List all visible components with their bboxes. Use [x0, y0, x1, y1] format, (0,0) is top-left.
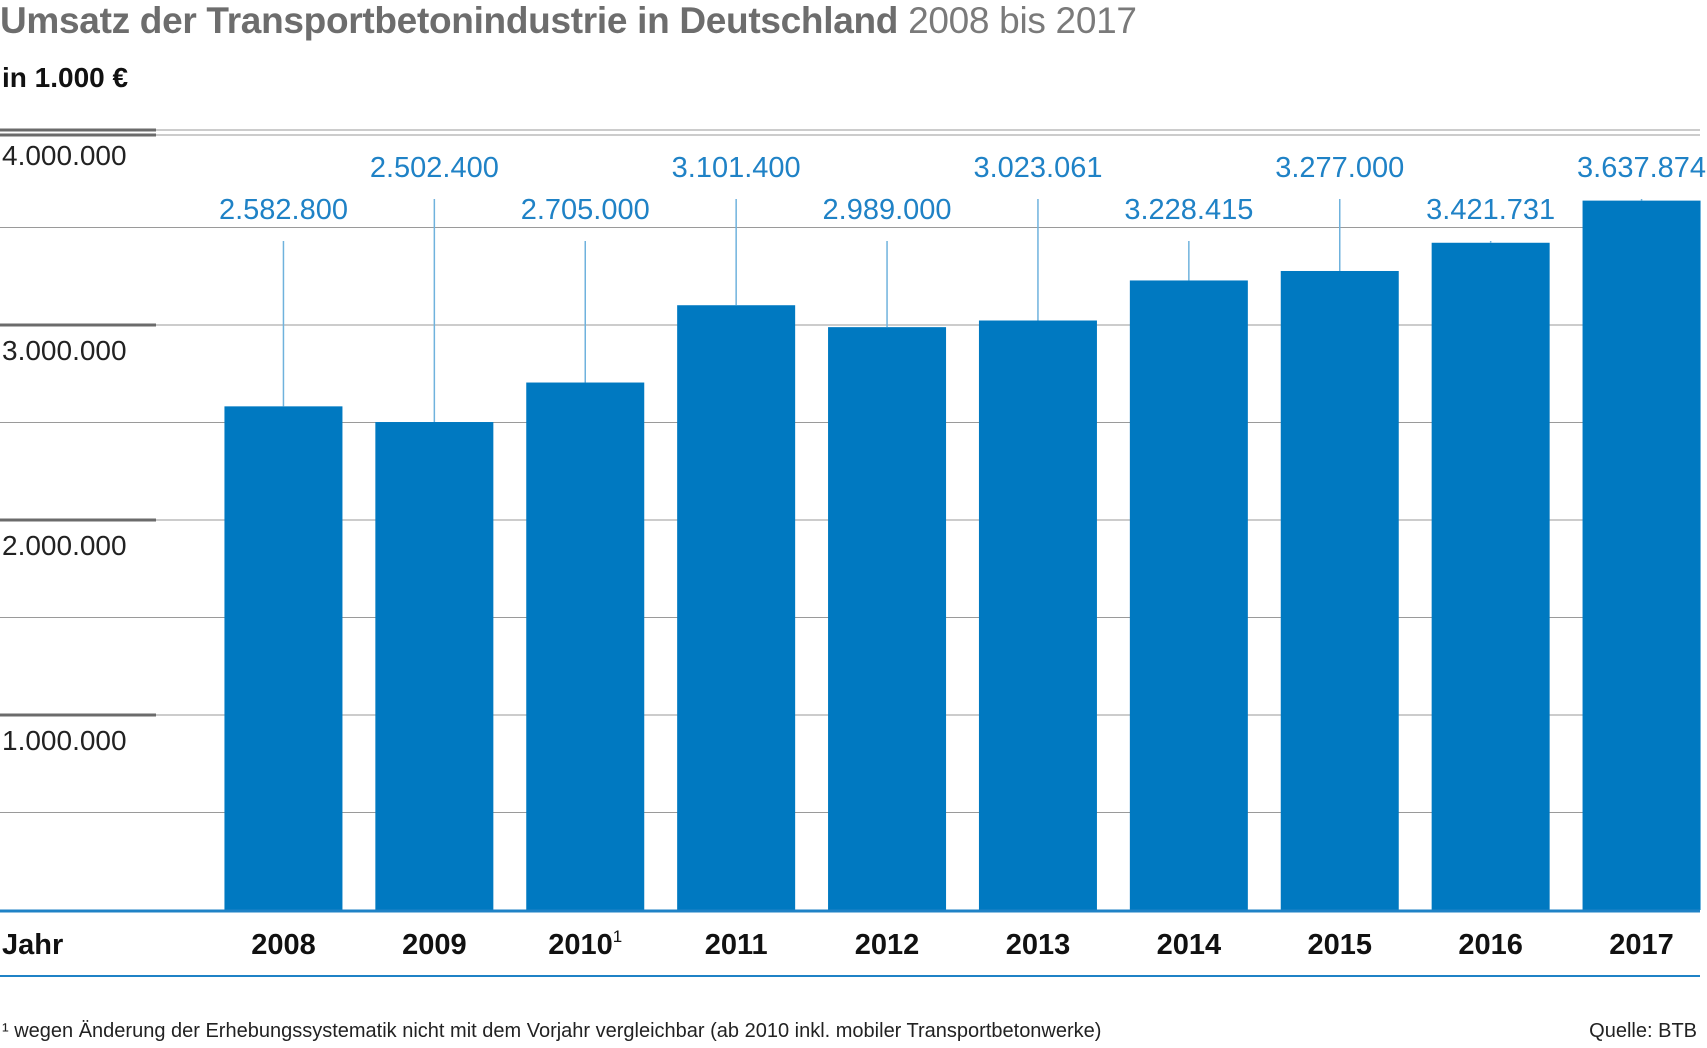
x-tick-label-2012: 2012	[855, 929, 920, 961]
bar-2014	[1129, 280, 1248, 910]
source-note: Quelle: BTB	[1589, 1020, 1697, 1042]
x-tick-label-2015: 2015	[1307, 929, 1372, 961]
value-label-2017: 3.637.874	[1577, 152, 1706, 184]
y-tick-label: 1.000.000	[2, 725, 127, 756]
y-tick-label: 2.000.000	[2, 530, 127, 561]
value-label-2015: 3.277.000	[1275, 152, 1404, 184]
bar-chart: 1.000.000 2.000.000 3.000.000 4.000.000 2.58…	[0, 128, 1706, 977]
chart-subtitle: 2008 bis 2017	[908, 0, 1137, 41]
x-tick-label-2016: 2016	[1458, 929, 1523, 961]
bar-2017	[1582, 200, 1701, 910]
footnote: ¹ wegen Änderung der Erhebungssystematik…	[2, 1020, 1102, 1042]
bar-2010	[526, 382, 645, 910]
bar-2016	[1431, 242, 1550, 910]
x-tick-label-2017: 2017	[1609, 929, 1674, 961]
bar-2012	[828, 327, 947, 910]
x-tick-label-2014: 2014	[1157, 929, 1222, 961]
bar-2013	[978, 320, 1097, 910]
value-label-2009: 2.502.400	[370, 152, 499, 184]
bar-2015	[1280, 270, 1399, 910]
value-label-2008: 2.582.800	[219, 194, 348, 226]
bar-2008	[224, 406, 343, 910]
value-label-2012: 2.989.000	[823, 194, 952, 226]
value-label-2011: 3.101.400	[672, 152, 801, 184]
chart-title-main: Umsatz der Transportbetonindustrie in De…	[0, 0, 899, 41]
value-label-2010: 2.705.000	[521, 194, 650, 226]
bar-2009	[375, 422, 494, 910]
unit-label: in 1.000 €	[2, 62, 129, 93]
x-tick-label-2011: 2011	[705, 929, 768, 961]
chart-title: Umsatz der Transportbetonindustrie in De…	[0, 0, 1137, 42]
x-tick-label-2013: 2013	[1006, 929, 1071, 961]
y-tick-label: 4.000.000	[2, 140, 127, 171]
y-tick-label: 3.000.000	[2, 335, 127, 366]
value-label-2013: 3.023.061	[973, 152, 1102, 184]
x-tick-label-2009: 2009	[402, 929, 467, 961]
x-axis-title: Jahr	[2, 929, 63, 961]
value-label-2016: 3.421.731	[1426, 194, 1555, 226]
x-tick-label-2008: 2008	[251, 929, 316, 961]
bar-2011	[677, 305, 796, 910]
x-tick-label-2010: 20101	[548, 927, 622, 961]
value-label-2014: 3.228.415	[1124, 194, 1253, 226]
footnote-marker: 1	[613, 927, 622, 946]
